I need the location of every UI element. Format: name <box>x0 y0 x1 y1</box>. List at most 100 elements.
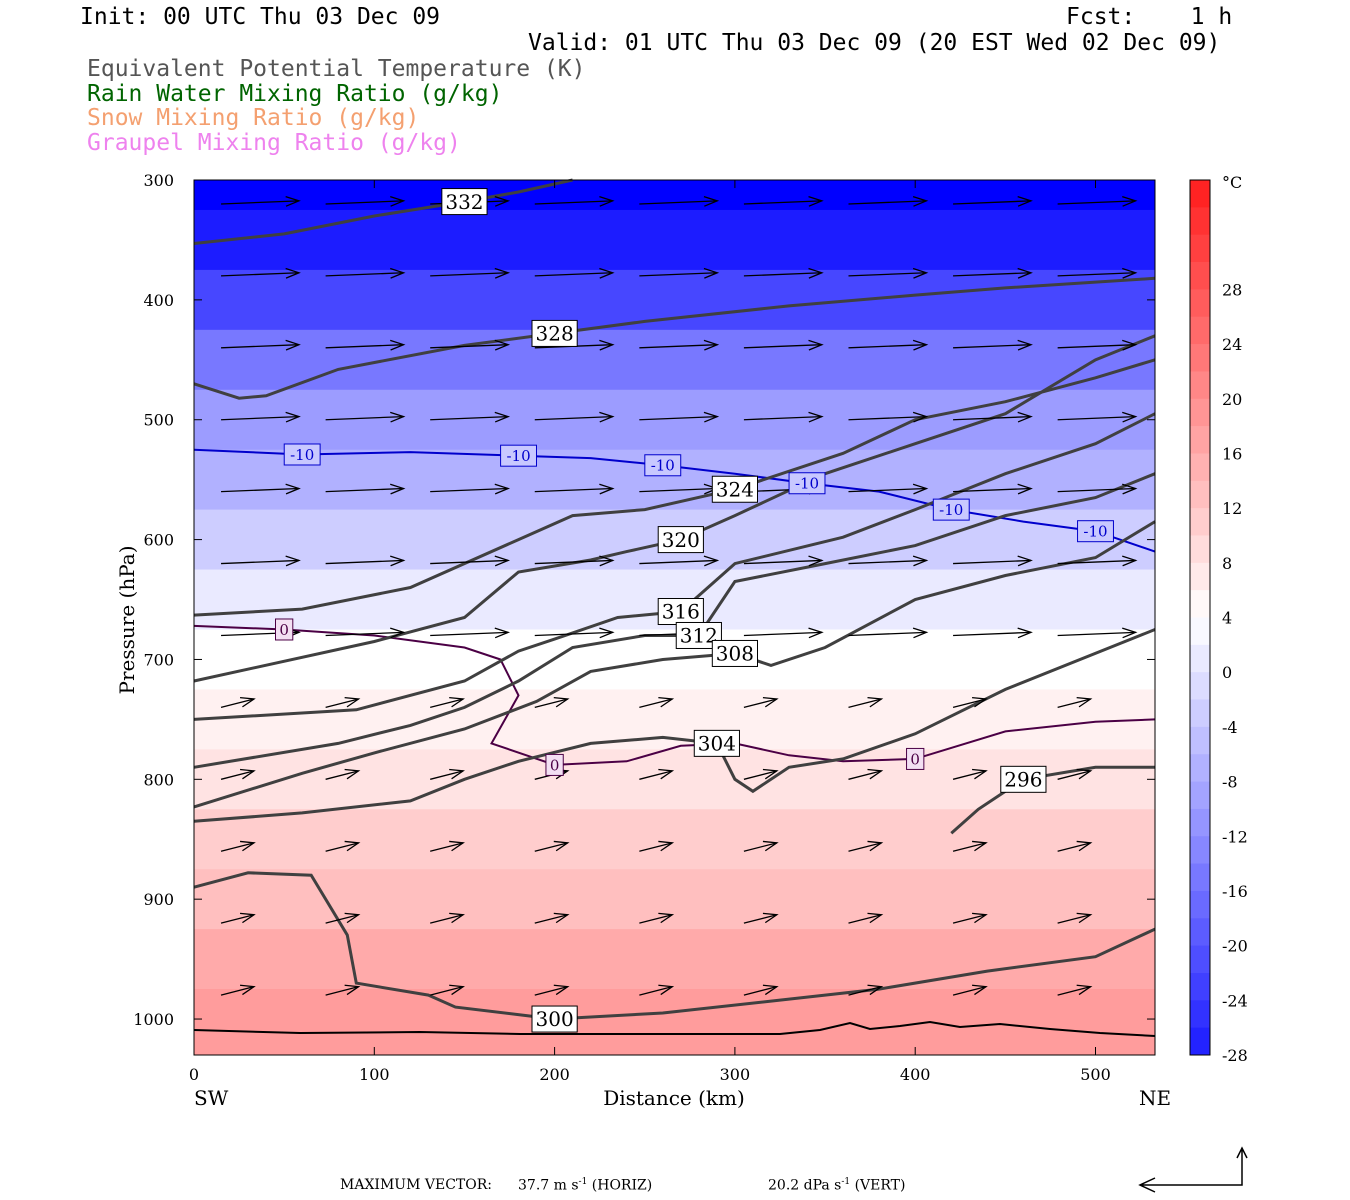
wind-vector <box>430 631 509 637</box>
x-tick-label: 200 <box>539 1065 570 1084</box>
wind-vector <box>639 914 673 924</box>
wind-vector-head <box>703 411 720 423</box>
wind-vector-head <box>867 696 884 708</box>
wind-vector-head <box>599 411 615 423</box>
colorbar-segment <box>1190 836 1210 865</box>
theta-e-label-296-text: 296 <box>1004 768 1042 792</box>
colorbar-tick-label: 4 <box>1222 609 1232 628</box>
isotherm-label-0-text: 0 <box>550 756 560 774</box>
temperature-colorbar: °C 28 24 20 16 12 8 4 0 -4 -8 -12 -16 -20 -24 -28 <box>1189 173 1248 1065</box>
wind-vector-head <box>972 984 988 996</box>
temperature-band <box>194 689 1155 750</box>
x-tick-label: 300 <box>720 1065 751 1084</box>
wind-vector <box>1057 631 1136 637</box>
wind-vector <box>848 200 927 205</box>
colorbar-segment <box>1190 617 1210 646</box>
wind-vector <box>221 487 300 493</box>
colorbar-segment <box>1190 453 1210 482</box>
wind-vector <box>325 272 404 277</box>
wind-vector <box>952 914 987 924</box>
isotherm-label--10-text: -10 <box>1083 523 1107 541</box>
y-tick-label: 600 <box>143 531 174 550</box>
x-tick-label: 500 <box>1080 1065 1111 1084</box>
wind-vector <box>1057 272 1136 277</box>
y-tick-label: 500 <box>143 411 174 430</box>
theta-e-line-324 <box>193 358 1156 617</box>
wind-vector <box>430 986 464 996</box>
wind-vector <box>848 487 927 493</box>
wind-vector-head <box>285 555 301 567</box>
colorbar-unit: °C <box>1222 173 1242 192</box>
wind-vector <box>430 272 509 277</box>
y-tick-label: 1000 <box>133 1010 174 1029</box>
temperature-band <box>194 389 1155 451</box>
wind-vector <box>848 842 882 852</box>
wind-vector-head <box>390 627 406 639</box>
isotherm-label-0: 0 <box>545 753 564 776</box>
wind-vector-head <box>390 411 406 423</box>
isotherm-lines <box>193 448 1156 766</box>
colorbar-segment <box>1190 590 1210 618</box>
axes: 300 400 500 600 700 800 900 1000 0 100 200 300 400 50… <box>133 171 1155 1084</box>
wind-vector-head <box>972 696 988 708</box>
wind-vector-head <box>912 483 929 495</box>
wind-vector <box>743 631 822 637</box>
wind-vector <box>743 842 778 852</box>
y-axis-label: Pressure (hPa) <box>115 546 139 695</box>
colorbar-tick-label: -16 <box>1222 882 1248 901</box>
wind-vector <box>953 631 1032 637</box>
theta-e-label-308-text: 308 <box>716 642 754 666</box>
theta-e-label-300: 300 <box>531 1005 578 1033</box>
wind-vector <box>848 272 927 277</box>
reference-vector-icon <box>1138 1146 1248 1193</box>
isotherm-label--10-box <box>788 472 826 495</box>
wind-vector-head <box>390 267 406 279</box>
temperature-band <box>194 209 1155 271</box>
wind-vector-head <box>344 984 361 996</box>
theta-e-label-308: 308 <box>711 639 759 667</box>
wind-vector <box>430 559 509 565</box>
wind-vector-head <box>285 339 301 351</box>
wind-vector-head <box>1076 912 1093 924</box>
colorbar-segment <box>1190 535 1210 564</box>
wind-vector <box>325 631 404 637</box>
wind-vector-head <box>867 840 884 852</box>
colorbar-segment <box>1190 699 1210 728</box>
wind-vector <box>848 415 927 421</box>
theta-e-label-324-box <box>711 475 759 503</box>
wind-vector <box>430 415 509 421</box>
wind-vector-head <box>449 696 465 708</box>
temperature-band <box>194 989 1155 1056</box>
x-axis-label: Distance (km) <box>603 1086 745 1110</box>
wind-vector-head <box>658 912 675 924</box>
isotherm-label--10: -10 <box>1077 520 1114 543</box>
colorbar-tick-label: -20 <box>1222 937 1248 956</box>
wind-vector <box>848 914 882 924</box>
max-vector-prefix: MAXIMUM VECTOR: <box>340 1177 492 1193</box>
colorbar-segment <box>1190 972 1210 1001</box>
wind-vector-head <box>449 768 465 780</box>
wind-vector-head <box>599 555 615 567</box>
wind-vector-head <box>1122 267 1138 279</box>
wind-vector-head <box>494 555 511 567</box>
wind-vector-head <box>1122 411 1138 423</box>
wind-vector <box>325 200 404 205</box>
wind-vector-head <box>972 840 988 852</box>
wind-vector-head <box>285 411 301 423</box>
colorbar-tick-label: -28 <box>1222 1046 1248 1065</box>
colorbar-segment <box>1190 316 1210 345</box>
colorbar-tick-label: 0 <box>1222 663 1232 682</box>
wind-vector-head <box>1017 339 1033 351</box>
forecast-hour: Fcst: 1 h <box>1066 4 1233 30</box>
wind-vector <box>430 487 509 493</box>
terrain-line <box>193 1020 1156 1037</box>
isotherm-label--10-text: -10 <box>290 446 314 464</box>
wind-vector-head <box>390 195 406 207</box>
wind-vector <box>743 415 822 421</box>
isotherm-label--10: -10 <box>283 443 321 466</box>
wind-vector <box>325 487 404 493</box>
isotherm-label--10-box <box>283 443 321 466</box>
wind-vector-head <box>1122 555 1138 567</box>
wind-vector-head <box>239 984 256 996</box>
